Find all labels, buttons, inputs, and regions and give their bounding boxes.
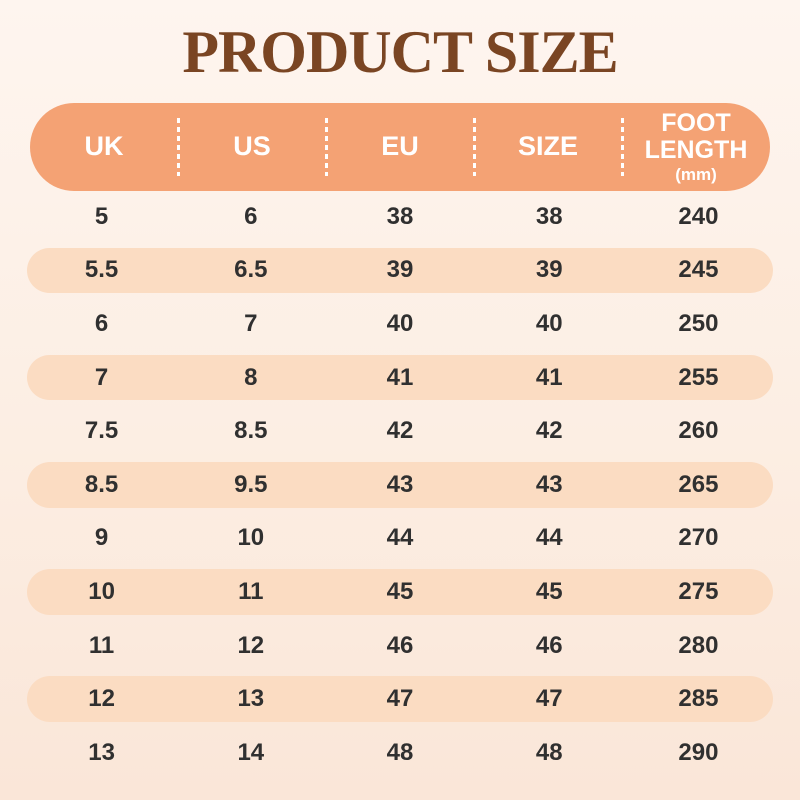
table-row: 6 7 40 40 250	[27, 297, 773, 351]
header-label: EU	[381, 131, 419, 162]
table-cell: 275	[678, 577, 719, 605]
table-cell: 42	[386, 417, 414, 445]
table-cell: 6	[244, 202, 258, 230]
table-cell: 285	[678, 685, 719, 713]
header-sublabel: (mm)	[675, 164, 717, 184]
header-cell-us: US	[178, 103, 326, 191]
header-cell-foot-length: FOOT LENGTH (mm)	[622, 103, 770, 191]
table-cell: 5	[94, 202, 109, 230]
table-row: 5.5 6.5 39 39 245	[27, 244, 773, 298]
table-row: 7.5 8.5 42 42 260	[27, 404, 773, 458]
table-cell: 45	[535, 577, 563, 605]
header-cell-size: SIZE	[474, 103, 622, 191]
header-label: SIZE	[517, 131, 578, 162]
header-cell-uk: UK	[30, 103, 178, 191]
table-cell: 48	[386, 738, 414, 766]
table-row: 12 13 47 47 285	[27, 672, 773, 726]
table-cell: 41	[386, 363, 414, 391]
table-cell: 260	[678, 417, 719, 445]
table-cell: 41	[535, 363, 563, 391]
table-cell: 7	[244, 309, 258, 337]
table-cell: 250	[678, 309, 719, 337]
table-cell: 13	[88, 738, 115, 766]
table-cell: 11	[238, 577, 264, 605]
table-cell: 7	[94, 363, 109, 391]
table-cell: 45	[386, 577, 414, 605]
page-title: PRODUCT SIZE	[182, 19, 618, 85]
table-cell: 8	[244, 363, 258, 391]
table-cell: 39	[386, 256, 414, 284]
table-cell: 11	[88, 631, 115, 659]
table-cell: 38	[535, 202, 563, 230]
table-cell: 42	[535, 417, 563, 445]
table-cell: 280	[678, 631, 719, 659]
table-cell: 46	[386, 631, 414, 659]
table-cell: 44	[386, 524, 414, 552]
table-row: 8.5 9.5 43 43 265	[27, 458, 773, 512]
table-cell: 43	[386, 470, 414, 498]
table-cell: 12	[88, 685, 115, 713]
table-cell: 240	[678, 202, 719, 230]
header-label: UK	[84, 131, 124, 162]
header-label: US	[233, 131, 271, 162]
table-cell: 8.5	[84, 470, 119, 498]
size-table-rows: 5 6 38 38 240 5.5 6.5 39 39 245 6 7 40 40 250 7 8 41 41 255…	[27, 190, 773, 780]
table-cell: 10	[88, 577, 115, 605]
table-row: 11 12 46 46 280	[27, 619, 773, 673]
size-table-header: UK US EU SIZE FOOT LENGTH (mm)	[30, 103, 770, 191]
table-cell: 6	[94, 309, 109, 337]
table-cell: 270	[678, 524, 719, 552]
table-cell: 13	[237, 685, 265, 713]
table-cell: 39	[535, 256, 563, 284]
table-cell: 47	[535, 685, 563, 713]
table-row: 13 14 48 48 290	[27, 726, 773, 780]
table-cell: 14	[237, 738, 265, 766]
table-cell: 44	[535, 524, 563, 552]
table-row: 10 11 45 45 275	[27, 565, 773, 619]
table-cell: 12	[237, 631, 265, 659]
table-cell: 6.5	[234, 256, 268, 284]
header-cell-eu: EU	[326, 103, 474, 191]
table-cell: 38	[386, 202, 414, 230]
table-cell: 5.5	[84, 256, 119, 284]
table-cell: 9.5	[234, 470, 268, 498]
table-row: 9 10 44 44 270	[27, 512, 773, 566]
table-cell: 9	[94, 524, 109, 552]
table-cell: 7.5	[84, 417, 119, 445]
table-cell: 8.5	[234, 417, 268, 445]
table-cell: 265	[678, 470, 719, 498]
table-cell: 290	[678, 738, 719, 766]
header-label: FOOT LENGTH	[644, 108, 748, 165]
table-cell: 48	[535, 738, 563, 766]
table-cell: 43	[535, 470, 563, 498]
table-cell: 255	[678, 363, 719, 391]
table-cell: 10	[237, 524, 265, 552]
table-row: 5 6 38 38 240	[27, 190, 773, 244]
table-cell: 40	[386, 309, 414, 337]
table-row: 7 8 41 41 255	[27, 351, 773, 405]
table-cell: 245	[678, 256, 719, 284]
table-cell: 46	[535, 631, 563, 659]
table-cell: 40	[535, 309, 563, 337]
table-cell: 47	[386, 685, 414, 713]
